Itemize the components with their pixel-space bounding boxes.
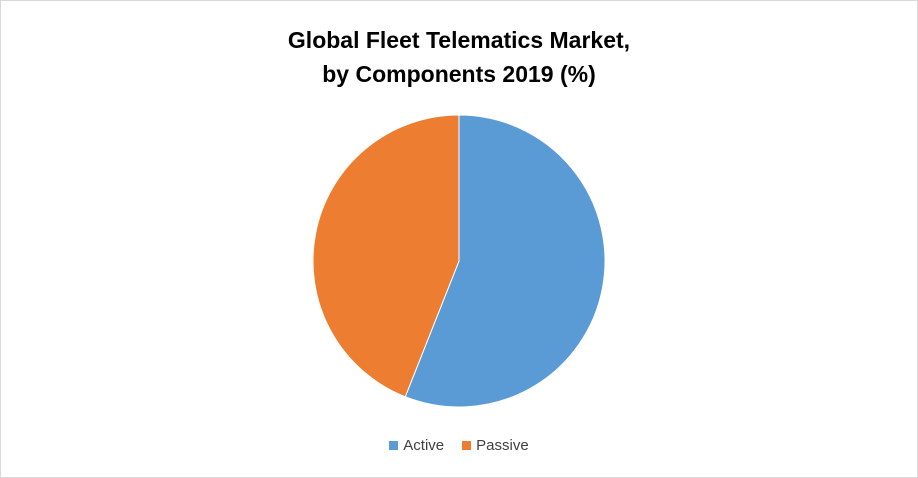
legend-item-active: Active — [389, 437, 444, 454]
chart-legend: Active Passive — [1, 437, 917, 454]
pie-slice-passive — [312, 114, 460, 398]
legend-swatch-passive — [462, 441, 472, 450]
chart-title: Global Fleet Telematics Market, by Compo… — [1, 23, 917, 91]
chart-title-line-1: Global Fleet Telematics Market, — [287, 27, 631, 53]
pie-slices — [312, 114, 606, 408]
legend-label-active: Active — [403, 437, 445, 454]
legend-label-passive: Passive — [476, 437, 529, 454]
chart-title-line-2: by Components 2019 (%) — [322, 61, 596, 87]
legend-item-passive: Passive — [462, 437, 529, 454]
pie-slice-active — [404, 114, 606, 408]
legend-swatch-active — [389, 441, 399, 450]
